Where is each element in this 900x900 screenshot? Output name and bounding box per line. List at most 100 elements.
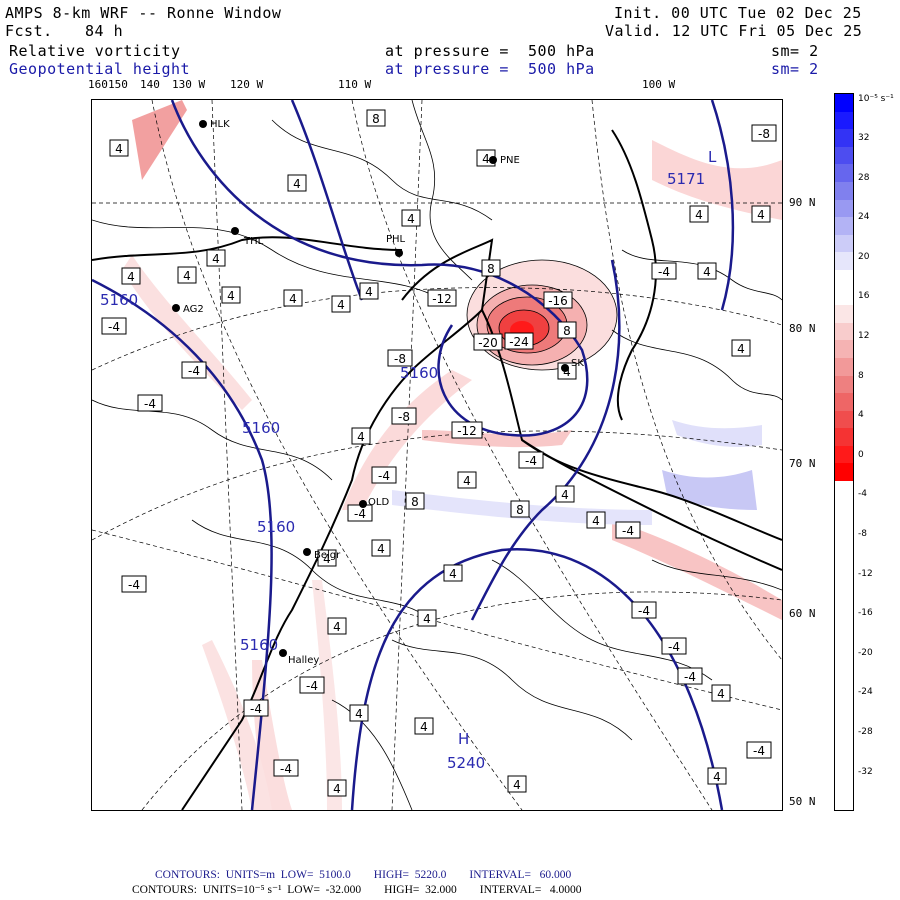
colorbar-swatch <box>835 94 853 112</box>
colorbar-swatch <box>835 305 853 323</box>
lat-label-50n: 50 N <box>789 795 816 808</box>
vort-label: 8 <box>405 492 425 510</box>
svg-text:-4: -4 <box>280 762 292 776</box>
svg-text:4: 4 <box>227 289 235 303</box>
vorticity-shading <box>122 100 782 810</box>
station-phl: PHL <box>386 234 406 245</box>
svg-text:4: 4 <box>183 269 191 283</box>
lat-label-70n: 70 N <box>789 457 816 470</box>
vort-label: 4 <box>417 609 437 627</box>
svg-text:-4: -4 <box>638 604 650 618</box>
svg-text:-4: -4 <box>525 454 537 468</box>
svg-text:4: 4 <box>703 265 711 279</box>
colorbar-swatch <box>835 410 853 429</box>
vort-label: 4 <box>206 249 226 267</box>
svg-text:4: 4 <box>737 342 745 356</box>
svg-text:4: 4 <box>365 285 373 299</box>
vort-label: -24 <box>504 332 534 350</box>
vort-label: -8 <box>391 407 417 425</box>
colorbar-swatch <box>835 269 853 288</box>
height-labels: 5160 5160 5160 5160 5160 5171 H 5240 L <box>100 148 717 772</box>
svg-text:4: 4 <box>592 514 600 528</box>
coastlines <box>92 129 782 810</box>
init-time: Init. 00 UTC Tue 02 Dec 25 <box>614 4 862 22</box>
svg-text:-4: -4 <box>306 679 318 693</box>
colorbar-swatch <box>835 357 853 376</box>
svg-text:-4: -4 <box>668 640 680 654</box>
vort-label: -4 <box>631 601 657 619</box>
colorbar-unit: 10⁻⁵ s⁻¹ <box>858 94 894 104</box>
footer-vorticity-contours: CONTOURS: UNITS=10⁻⁵ s⁻¹ LOW= -32.000 HI… <box>132 884 582 896</box>
svg-text:-12: -12 <box>432 292 452 306</box>
vort-label: -4 <box>137 394 163 412</box>
svg-text:-24: -24 <box>509 335 529 349</box>
colorbar-tick-label: 32 <box>858 133 870 143</box>
vort-label: -12 <box>427 289 457 307</box>
vort-label: 4 <box>443 564 463 582</box>
station-sk: SK <box>571 358 584 369</box>
vort-label: 8 <box>366 109 386 127</box>
gph-label: 5160 <box>257 518 295 536</box>
vort-label: 4 <box>287 174 307 192</box>
lon-label-150: 150 <box>108 78 128 91</box>
colorbar-tick-label: 0 <box>858 449 864 460</box>
colorbar-swatch <box>835 252 853 270</box>
vort-label: 4 <box>697 262 717 280</box>
svg-text:-8: -8 <box>394 352 406 366</box>
colorbar-swatch <box>835 129 853 147</box>
colorbar-tick-label: 24 <box>858 212 870 223</box>
colorbar-tick-label: -16 <box>858 608 873 619</box>
vort-label: 4 <box>401 209 421 227</box>
vort-label: 4 <box>414 717 434 735</box>
svg-text:4: 4 <box>127 270 135 284</box>
lon-label-110w: 110 W <box>338 78 372 91</box>
vort-label: -4 <box>181 361 207 379</box>
vort-label: 4 <box>283 289 303 307</box>
vort-label: 4 <box>586 511 606 529</box>
colorbar-swatch <box>835 164 853 182</box>
vort-label: 4 <box>359 282 379 300</box>
svg-text:-4: -4 <box>128 578 140 592</box>
svg-text:-4: -4 <box>753 744 765 758</box>
field2-smoothing: sm= 2 <box>771 60 819 78</box>
lat-label-60n: 60 N <box>789 607 816 620</box>
svg-text:-8: -8 <box>398 410 410 424</box>
footer-height-contours: CONTOURS: UNITS=m LOW= 5100.0 HIGH= 5220… <box>155 869 572 881</box>
vort-label: -4 <box>651 262 677 280</box>
svg-text:4: 4 <box>463 474 471 488</box>
colorbar-tick-label: -12 <box>858 568 873 579</box>
lat-label-90n: 90 N <box>789 196 816 209</box>
station-old: OLD <box>368 497 389 508</box>
svg-text:8: 8 <box>487 262 495 276</box>
colorbar-tick-label: 16 <box>858 291 870 302</box>
colorbar-swatch <box>835 428 853 446</box>
svg-text:4: 4 <box>357 430 365 444</box>
svg-text:8: 8 <box>516 503 524 517</box>
svg-text:4: 4 <box>563 365 571 379</box>
svg-text:-4: -4 <box>354 507 366 521</box>
svg-text:4: 4 <box>449 567 457 581</box>
map-panel[interactable]: 4 4 8 4 4 4 4 4 4 4 4 4 -4 -4 -4 -8 -8 -… <box>91 99 783 811</box>
vort-label: -4 <box>273 759 299 777</box>
vort-label: 4 <box>457 471 477 489</box>
vort-label: 4 <box>731 339 751 357</box>
svg-text:4: 4 <box>420 720 428 734</box>
lon-label-120w: 120 W <box>230 78 264 91</box>
high-value: 5240 <box>447 754 485 772</box>
svg-text:-20: -20 <box>478 336 498 350</box>
field2-pressure: at pressure = 500 hPa <box>385 60 595 78</box>
chart-title: AMPS 8-km WRF -- Ronne Window <box>5 4 282 22</box>
stations: HLK PNE THL PHL AG2 SK OLD Belgr Halley <box>172 119 584 666</box>
vort-label: -16 <box>543 291 573 309</box>
colorbar-tick-label: -28 <box>858 727 873 737</box>
svg-text:4: 4 <box>377 542 385 556</box>
svg-text:-8: -8 <box>758 127 770 141</box>
svg-text:8: 8 <box>372 112 380 126</box>
station-hlk: HLK <box>210 119 230 130</box>
svg-text:4: 4 <box>407 212 415 226</box>
gph-label: 5160 <box>240 636 278 654</box>
svg-text:4: 4 <box>333 620 341 634</box>
vort-label: 4 <box>327 617 347 635</box>
vort-label: -4 <box>371 466 397 484</box>
lon-label-100w: 100 W <box>642 78 676 91</box>
